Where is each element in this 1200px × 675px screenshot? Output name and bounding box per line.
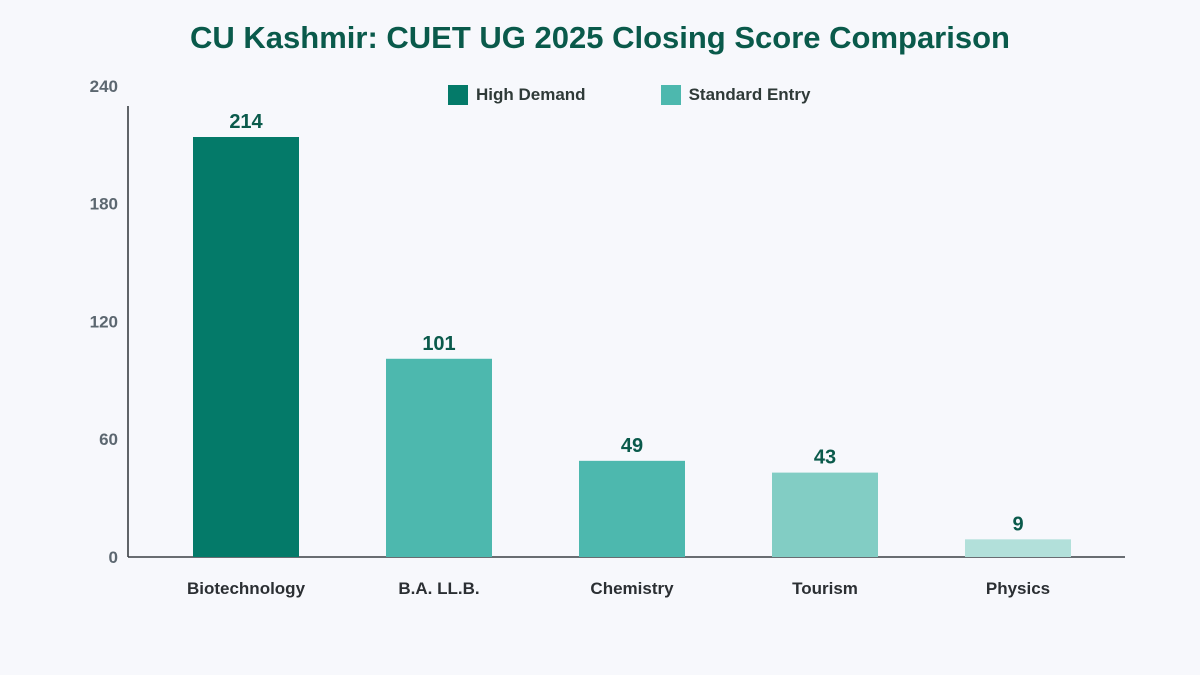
- chart-legend: High Demand Standard Entry: [448, 85, 885, 105]
- value-label-4: 9: [1012, 513, 1023, 535]
- value-label-0: 214: [229, 111, 263, 133]
- value-label-3: 43: [814, 447, 836, 469]
- bar-tourism: [772, 472, 878, 557]
- legend-item-standard-entry: Standard Entry: [660, 85, 811, 105]
- value-label-1: 101: [422, 333, 455, 355]
- category-label-4: Physics: [986, 579, 1050, 598]
- bar-biotechnology: [193, 137, 299, 557]
- y-tick-label-0: 0: [109, 548, 118, 567]
- category-label-3: Tourism: [792, 579, 858, 598]
- legend-label-standard-entry: Standard Entry: [688, 85, 811, 104]
- bar-chemistry: [579, 460, 685, 557]
- value-label-2: 49: [621, 435, 643, 457]
- legend-item-high-demand: High Demand: [448, 85, 586, 105]
- legend-label-high-demand: High Demand: [476, 85, 586, 104]
- category-label-0: Biotechnology: [187, 579, 306, 598]
- bar-physics: [965, 539, 1071, 557]
- chart-title: CU Kashmir: CUET UG 2025 Closing Score C…: [190, 20, 1010, 55]
- y-tick-label-240: 240: [90, 77, 118, 96]
- category-label-2: Chemistry: [590, 579, 674, 598]
- category-label-1: B.A. LL.B.: [398, 579, 479, 598]
- y-tick-label-60: 60: [99, 430, 118, 449]
- legend-swatch-high-demand: [448, 85, 468, 105]
- bar-b-a-ll-b: [386, 358, 492, 557]
- y-tick-label-120: 120: [90, 312, 118, 331]
- legend-swatch-standard-entry: [660, 85, 681, 105]
- y-tick-label-180: 180: [90, 195, 118, 214]
